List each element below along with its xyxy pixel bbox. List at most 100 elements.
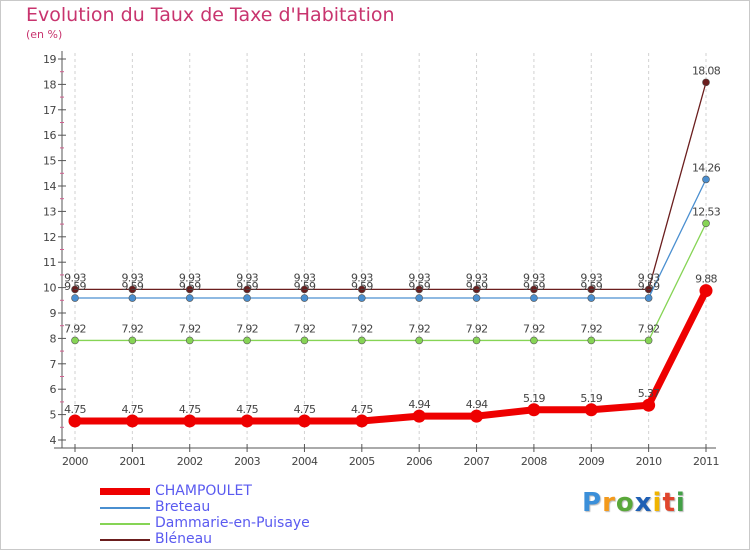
series-line-dammarie-en-puisaye xyxy=(75,223,707,342)
y-tick-label: 9 xyxy=(50,307,57,320)
data-point-bl-neau xyxy=(71,285,79,294)
legend-item-dammarie: Dammarie-en-Puisaye xyxy=(100,515,360,532)
x-tick-label: 2010 xyxy=(636,455,662,468)
data-label-bl-neau: 9.93 xyxy=(236,271,258,284)
data-label-bl-neau: 9.93 xyxy=(294,271,316,284)
data-point-champoulet xyxy=(355,414,369,428)
data-point-bl-neau xyxy=(243,285,251,294)
legend-label-breteau: Breteau xyxy=(155,499,211,515)
data-label-breteau: 9.59 xyxy=(408,280,430,293)
data-point-dammarie-en-puisaye xyxy=(358,336,366,345)
data-point-breteau xyxy=(702,175,710,184)
y-tick-label: 8 xyxy=(50,332,57,345)
data-label-bl-neau: 9.93 xyxy=(466,271,488,284)
data-label-bl-neau: 9.93 xyxy=(580,271,602,284)
data-point-champoulet xyxy=(412,409,426,423)
x-tick-label: 2011 xyxy=(693,455,719,468)
data-label-champoulet: 4.75 xyxy=(122,403,144,416)
legend-swatch-breteau xyxy=(100,507,150,509)
data-point-bl-neau xyxy=(702,78,710,87)
y-tick-label: 12 xyxy=(43,231,56,244)
data-label-champoulet: 4.75 xyxy=(64,403,86,416)
y-tick-label: 19 xyxy=(43,53,56,66)
data-label-champoulet: 4.94 xyxy=(466,398,488,411)
data-label-dammarie-en-puisaye: 7.92 xyxy=(638,322,660,335)
series-line-breteau xyxy=(75,179,707,299)
data-point-bl-neau xyxy=(185,285,194,294)
data-point-breteau xyxy=(644,294,653,302)
data-point-champoulet xyxy=(642,398,656,412)
data-point-dammarie-en-puisaye xyxy=(472,336,481,345)
data-label-champoulet: 4.75 xyxy=(179,403,201,416)
data-point-champoulet xyxy=(470,409,484,423)
data-label-champoulet: 4.75 xyxy=(294,403,316,416)
data-label-dammarie-en-puisaye: 12.53 xyxy=(692,205,721,218)
data-point-breteau xyxy=(472,294,481,302)
data-label-dammarie-en-puisaye: 7.92 xyxy=(523,322,545,335)
data-point-champoulet xyxy=(699,284,713,298)
data-point-breteau xyxy=(71,294,79,302)
data-label-breteau: 9.59 xyxy=(236,280,258,293)
data-label-breteau: 9.59 xyxy=(294,280,316,293)
series-line-bl-neau xyxy=(75,82,707,291)
data-point-dammarie-en-puisaye xyxy=(300,336,309,345)
data-label-bl-neau: 9.93 xyxy=(408,271,430,284)
legend-item-breteau: Breteau xyxy=(100,499,360,516)
data-label-champoulet: 4.75 xyxy=(236,403,258,416)
data-label-bl-neau: 9.93 xyxy=(64,271,86,284)
y-tick-label: 17 xyxy=(43,104,56,117)
axes: 4 5 6 7 8 9 10 11 12 13 14 15 16 17 18 19 2000 2001 2002 20… xyxy=(43,51,720,468)
data-point-dammarie-en-puisaye xyxy=(128,336,137,345)
y-tick-label: 13 xyxy=(43,205,56,218)
x-tick-label: 2006 xyxy=(406,455,432,468)
x-tick-label: 2002 xyxy=(177,455,203,468)
data-label-dammarie-en-puisaye: 7.92 xyxy=(580,322,602,335)
data-label-breteau: 9.59 xyxy=(523,280,545,293)
data-label-champoulet: 5.19 xyxy=(523,392,545,405)
legend-swatch-dammarie xyxy=(100,523,150,525)
data-point-dammarie-en-puisaye xyxy=(415,336,423,345)
x-tick-label: 2009 xyxy=(578,455,604,468)
data-label-bl-neau: 9.93 xyxy=(351,271,373,284)
series-line-champoulet xyxy=(75,289,710,425)
data-label-breteau: 9.59 xyxy=(122,280,144,293)
data-label-breteau: 14.26 xyxy=(692,161,721,174)
data-point-champoulet xyxy=(297,414,311,428)
x-tick-label: 2007 xyxy=(464,455,490,468)
data-point-bl-neau xyxy=(587,285,596,294)
series-lines xyxy=(68,78,713,428)
data-label-dammarie-en-puisaye: 7.92 xyxy=(64,322,86,335)
data-label-champoulet: 4.75 xyxy=(351,403,373,416)
data-point-champoulet xyxy=(125,414,139,428)
y-tick-label: 16 xyxy=(43,129,56,142)
data-label-breteau: 9.59 xyxy=(179,280,201,293)
data-label-bl-neau: 9.93 xyxy=(179,271,201,284)
data-point-dammarie-en-puisaye xyxy=(71,336,79,345)
data-label-breteau: 9.59 xyxy=(638,280,660,293)
data-label-breteau: 9.59 xyxy=(351,280,373,293)
data-point-champoulet xyxy=(584,403,598,417)
data-point-bl-neau xyxy=(300,285,309,294)
data-point-champoulet xyxy=(240,414,254,428)
x-tick-label: 2004 xyxy=(291,455,317,468)
data-point-breteau xyxy=(358,294,366,302)
data-point-bl-neau xyxy=(472,285,481,294)
data-point-breteau xyxy=(530,294,538,302)
x-tick-label: 2000 xyxy=(62,455,88,468)
data-point-breteau xyxy=(587,294,596,302)
y-tick-label: 18 xyxy=(43,78,56,91)
legend-label-champoulet: CHAMPOULET xyxy=(155,483,252,499)
y-tick-label: 10 xyxy=(43,282,56,295)
data-label-breteau: 9.59 xyxy=(580,280,602,293)
data-label-breteau: 9.59 xyxy=(466,280,488,293)
legend-swatch-bleneau xyxy=(100,539,150,541)
legend-item-champoulet: CHAMPOULET xyxy=(100,483,360,500)
y-tick-label: 11 xyxy=(43,256,56,269)
data-label-champoulet: 9.88 xyxy=(695,273,717,286)
chart-title: Evolution du Taux de Taxe d'Habitation xyxy=(26,4,395,26)
legend-swatch-champoulet xyxy=(100,488,150,495)
data-labels: 9.93 9.93 9.93 9.93 9.93 9.93 9.93 9.93 9.93 9.93… xyxy=(64,64,721,416)
x-tick-label: 2001 xyxy=(119,455,145,468)
y-tick-label: 6 xyxy=(50,383,57,396)
x-tick-label: 2008 xyxy=(521,455,547,468)
